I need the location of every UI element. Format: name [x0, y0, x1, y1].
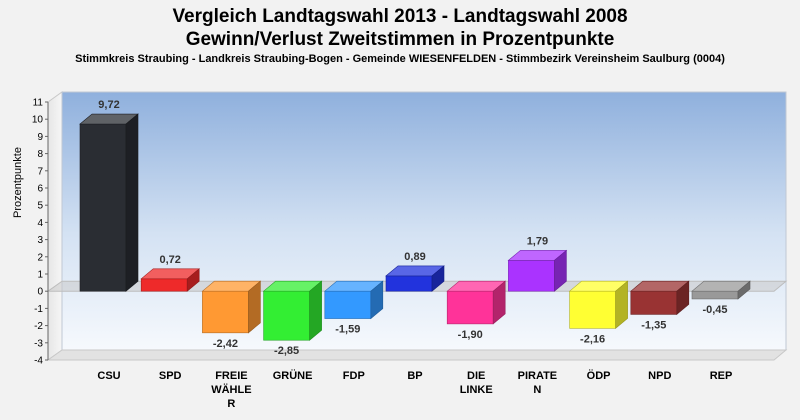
bar-value-label: -2,16	[580, 333, 605, 345]
bar-side	[248, 280, 261, 334]
chart-subtitle: Stimmkreis Straubing - Landkreis Straubi…	[75, 53, 725, 65]
y-tick-label: 7	[37, 166, 43, 177]
y-tick-label: 10	[32, 115, 44, 126]
bar	[630, 290, 678, 315]
chart-title-line2: Gewinn/Verlust Zweitstimmen in Prozentpu…	[185, 29, 615, 50]
chart-title-line1: Vergleich Landtagswahl 2013 - Landtagswa…	[172, 6, 628, 27]
x-tick-label: NPD	[648, 370, 671, 382]
x-tick-label: R	[227, 398, 235, 410]
bar-value-label: 0,72	[159, 254, 180, 266]
x-tick-label: N	[533, 384, 541, 396]
y-tick-label: 8	[37, 149, 43, 160]
y-tick-label: 2	[37, 252, 43, 263]
bar-value-label: -1,59	[335, 324, 360, 336]
bar	[263, 290, 310, 341]
bar-value-label: 9,72	[98, 99, 119, 111]
x-tick-label: DIE	[467, 370, 485, 382]
y-tick-label: 4	[37, 218, 43, 229]
bar-side	[492, 280, 506, 325]
bar-side	[186, 268, 200, 292]
side-wall	[47, 91, 63, 361]
x-tick-label: LINKE	[460, 384, 493, 396]
bar-value-label: -0,45	[702, 304, 727, 316]
y-tick-label: 6	[37, 184, 43, 195]
chart-floor	[46, 349, 788, 361]
bar-side	[309, 280, 322, 341]
bar	[691, 290, 739, 300]
x-tick-label: WÄHLE	[211, 383, 251, 396]
bar-side	[615, 280, 628, 329]
bar-side	[431, 265, 445, 292]
bar	[79, 123, 127, 292]
bar	[385, 275, 433, 292]
x-tick-label: GRÜNE	[273, 369, 313, 382]
x-tick-label: ÖDP	[587, 369, 611, 382]
bar-side	[676, 280, 690, 316]
bar	[446, 290, 494, 325]
bar	[508, 260, 555, 292]
x-tick-label: BP	[407, 370, 422, 382]
x-tick-label: CSU	[97, 370, 120, 382]
bar-value-label: -2,42	[213, 338, 238, 350]
bar	[324, 290, 372, 319]
x-tick-label: SPD	[159, 370, 182, 382]
bar-value-label: 1,79	[527, 235, 548, 247]
y-tick-label: -1	[34, 304, 43, 315]
y-tick-label: 1	[37, 270, 43, 281]
bar-side	[125, 113, 139, 292]
bar-value-label: -1,35	[641, 319, 666, 331]
bar-side	[554, 249, 567, 292]
y-tick-label: -2	[34, 321, 43, 332]
y-tick-label: 9	[37, 132, 43, 143]
bar-value-label: -1,90	[458, 329, 483, 341]
y-tick-label: 0	[37, 287, 43, 298]
bar-side	[737, 280, 751, 300]
bar-value-label: -2,85	[274, 345, 299, 357]
x-tick-label: FREIE	[215, 370, 247, 382]
bar	[202, 290, 249, 334]
bar-side	[370, 280, 384, 320]
x-tick-label: PIRATE	[518, 370, 558, 382]
x-tick-label: REP	[710, 370, 733, 382]
bar	[140, 278, 188, 292]
bar	[569, 290, 616, 329]
y-tick-label: 5	[37, 201, 43, 212]
bar-value-label: 0,89	[404, 251, 425, 263]
x-tick-label: FDP	[343, 370, 365, 382]
y-tick-label: -3	[34, 338, 43, 349]
y-tick-label: 3	[37, 235, 43, 246]
y-tick-label: 11	[33, 98, 44, 109]
y-tick-label: -4	[34, 356, 43, 367]
